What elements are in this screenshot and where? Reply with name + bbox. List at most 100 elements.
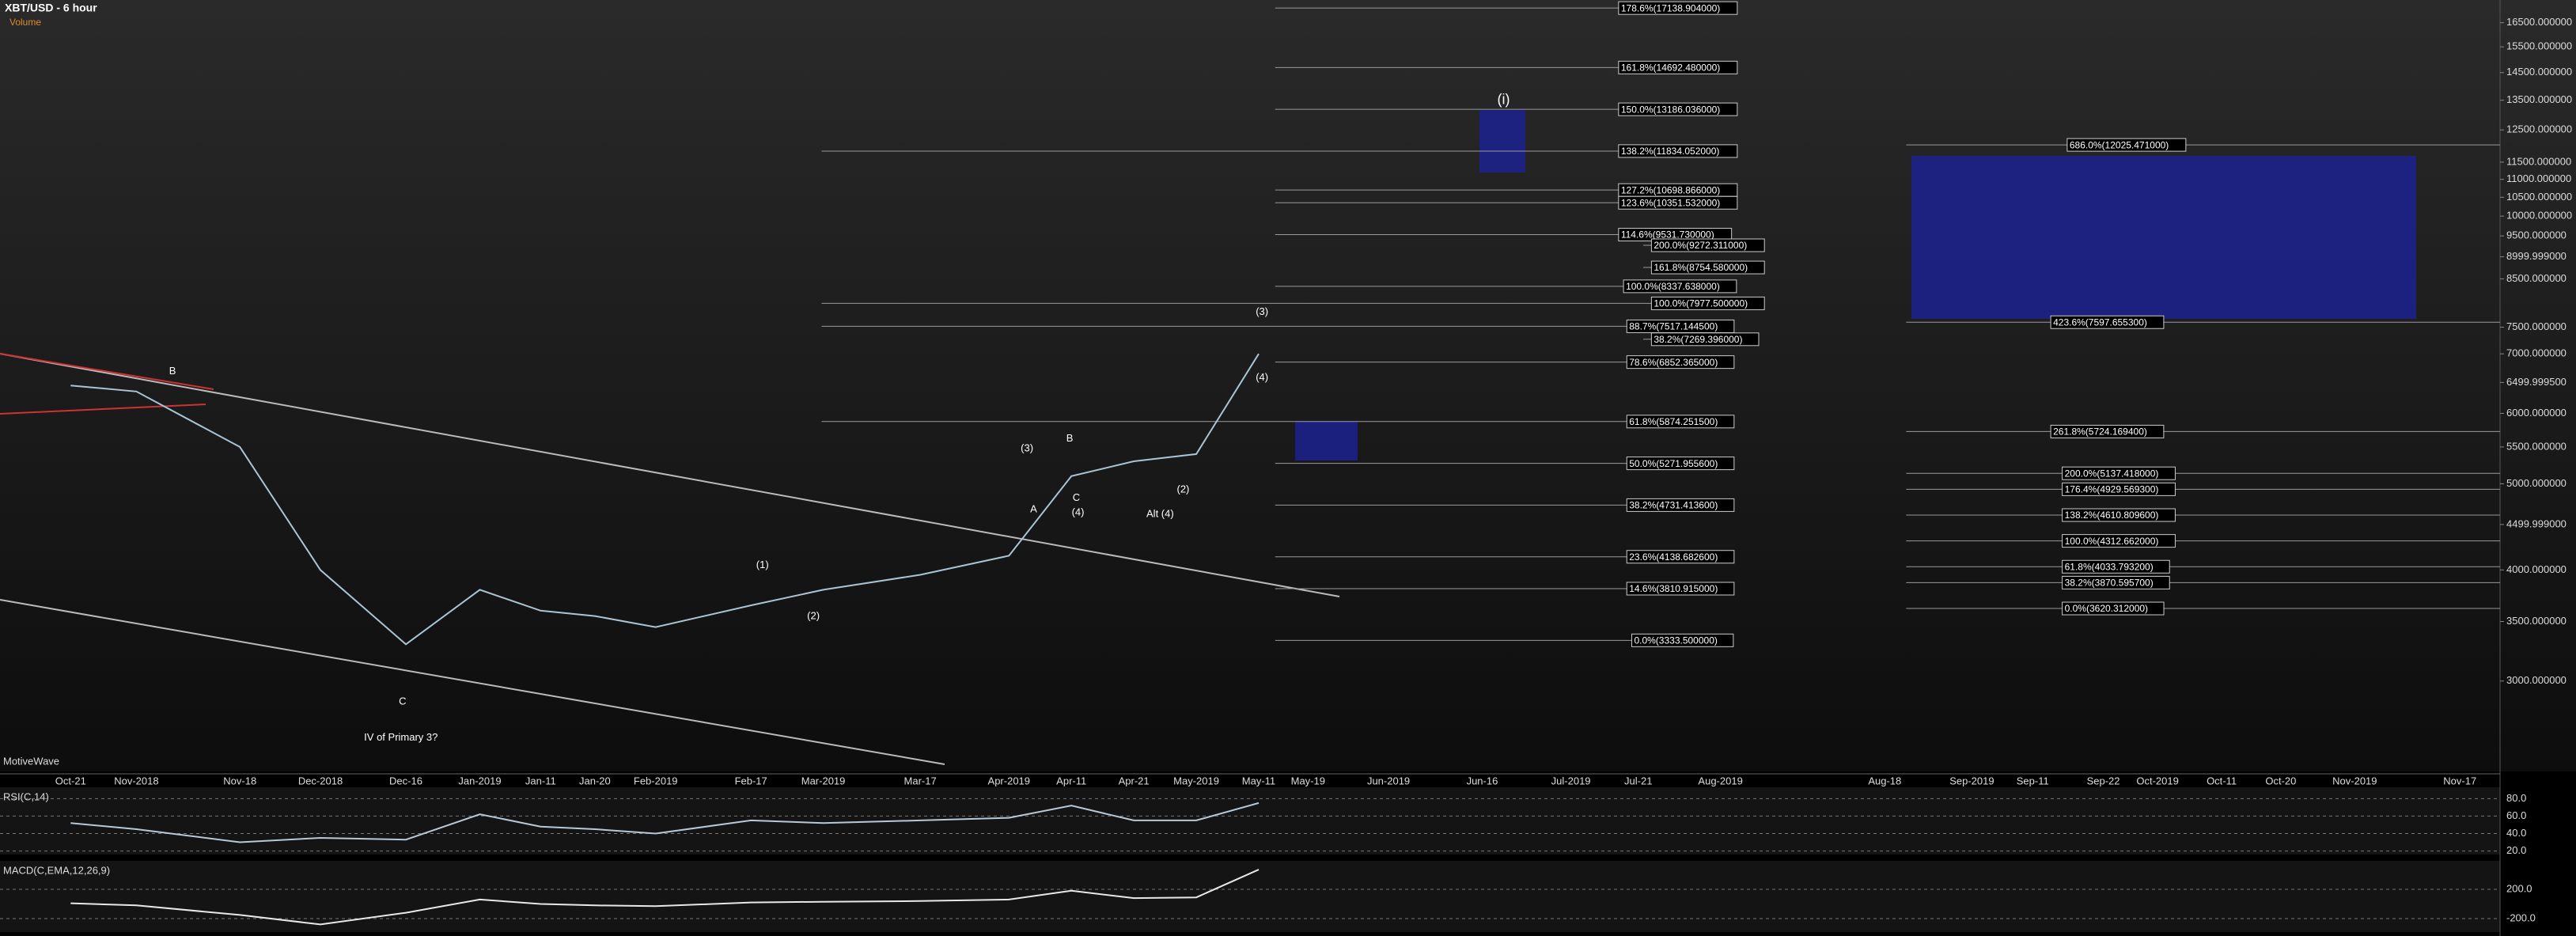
wave-label: Alt (4) (1146, 508, 1174, 520)
fib-label-box (1618, 195, 1738, 210)
x-tick-label: Nov-18 (223, 775, 256, 786)
fib-label: 123.6%(10351.532000) (1621, 197, 1720, 208)
fib-label: 14.6%(3810.915000) (1629, 583, 1718, 594)
y-tick-label: 200.0 (2506, 882, 2532, 894)
wave-label: (4) (1256, 371, 1268, 383)
fib-label-box (2062, 482, 2176, 496)
fib-label-box (1618, 60, 1738, 74)
x-tick-label: Nov-2018 (114, 775, 158, 786)
fib-label-box (2062, 534, 2176, 548)
fib-label-box (2066, 138, 2187, 152)
y-tick-label: 7000.000000 (2506, 347, 2567, 359)
fib-label-box (1626, 498, 1735, 512)
fib-label: 23.6%(4138.682600) (1629, 551, 1718, 563)
x-tick-label: Feb-17 (735, 775, 767, 786)
x-tick-label: Dec-16 (389, 775, 422, 786)
fib-label-box (1618, 144, 1738, 158)
chart-title: XBT/USD - 6 hour (5, 2, 97, 14)
fib-label: 138.2%(4610.809600) (2065, 510, 2159, 521)
wave-label: B (1066, 432, 1074, 444)
y-tick-label: 6499.999500 (2506, 376, 2567, 388)
trend-line (0, 353, 1340, 597)
y-tick-label: 11500.000000 (2506, 155, 2571, 167)
wave-label: B (169, 365, 176, 377)
wave-label: A (1030, 502, 1037, 514)
x-tick-label: Aug-18 (1868, 775, 1901, 786)
fib-label: 38.2%(7269.396000) (1654, 334, 1742, 345)
wave-label: (3) (1021, 441, 1033, 453)
y-tick-label: 8999.999000 (2506, 250, 2567, 262)
x-tick-label: Jul-2019 (1551, 775, 1591, 786)
fib-label: 161.8%(14692.480000) (1621, 63, 1720, 74)
y-tick-label: 40.0 (2506, 827, 2526, 839)
wave-label: C (1073, 491, 1080, 503)
fib-label-box (2062, 466, 2176, 480)
fib-label-box (2062, 559, 2170, 574)
x-tick-label: Jan-20 (579, 775, 611, 786)
fib-label-box (1626, 355, 1735, 369)
fib-label-box (1650, 260, 1765, 275)
fib-label: 176.4%(4929.569300) (2065, 484, 2159, 495)
y-tick-label: 5000.000000 (2506, 477, 2567, 489)
fib-label-box (2062, 575, 2170, 589)
fib-label: 61.8%(4033.793200) (2065, 561, 2154, 572)
fib-label-box (1650, 296, 1765, 310)
target-box (1479, 110, 1525, 172)
x-tick-label: Mar-17 (904, 775, 937, 786)
y-tick-label: 20.0 (2506, 844, 2526, 856)
fib-label: 161.8%(8754.580000) (1654, 262, 1748, 273)
fib-label: 88.7%(7517.144500) (1629, 321, 1718, 332)
x-tick-label: Apr-11 (1056, 775, 1086, 786)
x-tick-label: Sep-22 (2087, 775, 2120, 786)
fib-label: 686.0%(12025.471000) (2070, 139, 2169, 150)
fib-label: 150.0%(13186.036000) (1621, 104, 1720, 115)
target-box (1911, 156, 2416, 319)
fib-label: 200.0%(9272.311000) (1654, 240, 1747, 251)
y-tick-label: 16500.000000 (2506, 16, 2572, 28)
macd-line (70, 869, 1260, 926)
x-tick-label: Jan-11 (525, 775, 556, 786)
wave-label: (i) (1497, 91, 1510, 107)
fib-label: 61.8%(5874.251500) (1629, 416, 1718, 427)
macd-pane (0, 861, 2500, 932)
fib-label: 0.0%(3333.500000) (1634, 635, 1717, 646)
x-tick-label: Oct-21 (55, 775, 86, 786)
fib-label-box (2062, 508, 2176, 522)
fib-label-box (1626, 550, 1735, 564)
x-tick-label: Nov-2019 (2332, 775, 2377, 786)
x-tick-label: Apr-21 (1119, 775, 1150, 786)
fib-label: 114.6%(9531.730000) (1621, 229, 1714, 241)
fib-label-box (1650, 332, 1760, 347)
y-tick-label: -200.0 (2506, 911, 2536, 923)
x-tick-label: May-19 (1291, 775, 1325, 786)
fib-label-box (1626, 582, 1735, 596)
x-tick-label: May-2019 (1173, 775, 1219, 786)
y-tick-label: 15500.000000 (2506, 40, 2572, 52)
fib-label: 178.6%(17138.904000) (1621, 2, 1720, 13)
fib-label: 127.2%(10698.866000) (1621, 184, 1720, 195)
fib-label: 100.0%(7977.500000) (1654, 298, 1748, 309)
trend-line (0, 353, 214, 390)
fib-label: 38.2%(3870.595700) (2065, 578, 2154, 589)
y-tick-label: 6000.000000 (2506, 407, 2567, 419)
x-tick-label: Mar-2019 (801, 775, 846, 786)
wave-label: (4) (1072, 506, 1085, 517)
y-tick-label: 10500.000000 (2506, 191, 2572, 203)
fib-label-box (2050, 315, 2165, 329)
y-tick-label: 3000.000000 (2506, 674, 2567, 686)
wave-label: C (399, 695, 406, 707)
wave-label: (3) (1256, 305, 1268, 317)
price-pane (0, 0, 2576, 771)
x-tick-label: Oct-11 (2207, 775, 2237, 786)
y-tick-label: 4000.000000 (2506, 563, 2567, 575)
y-tick-label: 10000.000000 (2506, 210, 2572, 222)
y-tick-label: 7500.000000 (2506, 320, 2567, 332)
x-tick-label: May-11 (1242, 775, 1275, 786)
fib-label-box (2062, 601, 2165, 616)
fib-label: 138.2%(11834.052000) (1621, 146, 1720, 157)
y-tick-label: 11000.000000 (2506, 172, 2571, 184)
fib-label-box (1626, 457, 1735, 471)
x-tick-label: Nov-17 (2443, 775, 2476, 786)
y-tick-label: 9500.000000 (2506, 229, 2567, 241)
fib-label-box (2050, 424, 2165, 438)
